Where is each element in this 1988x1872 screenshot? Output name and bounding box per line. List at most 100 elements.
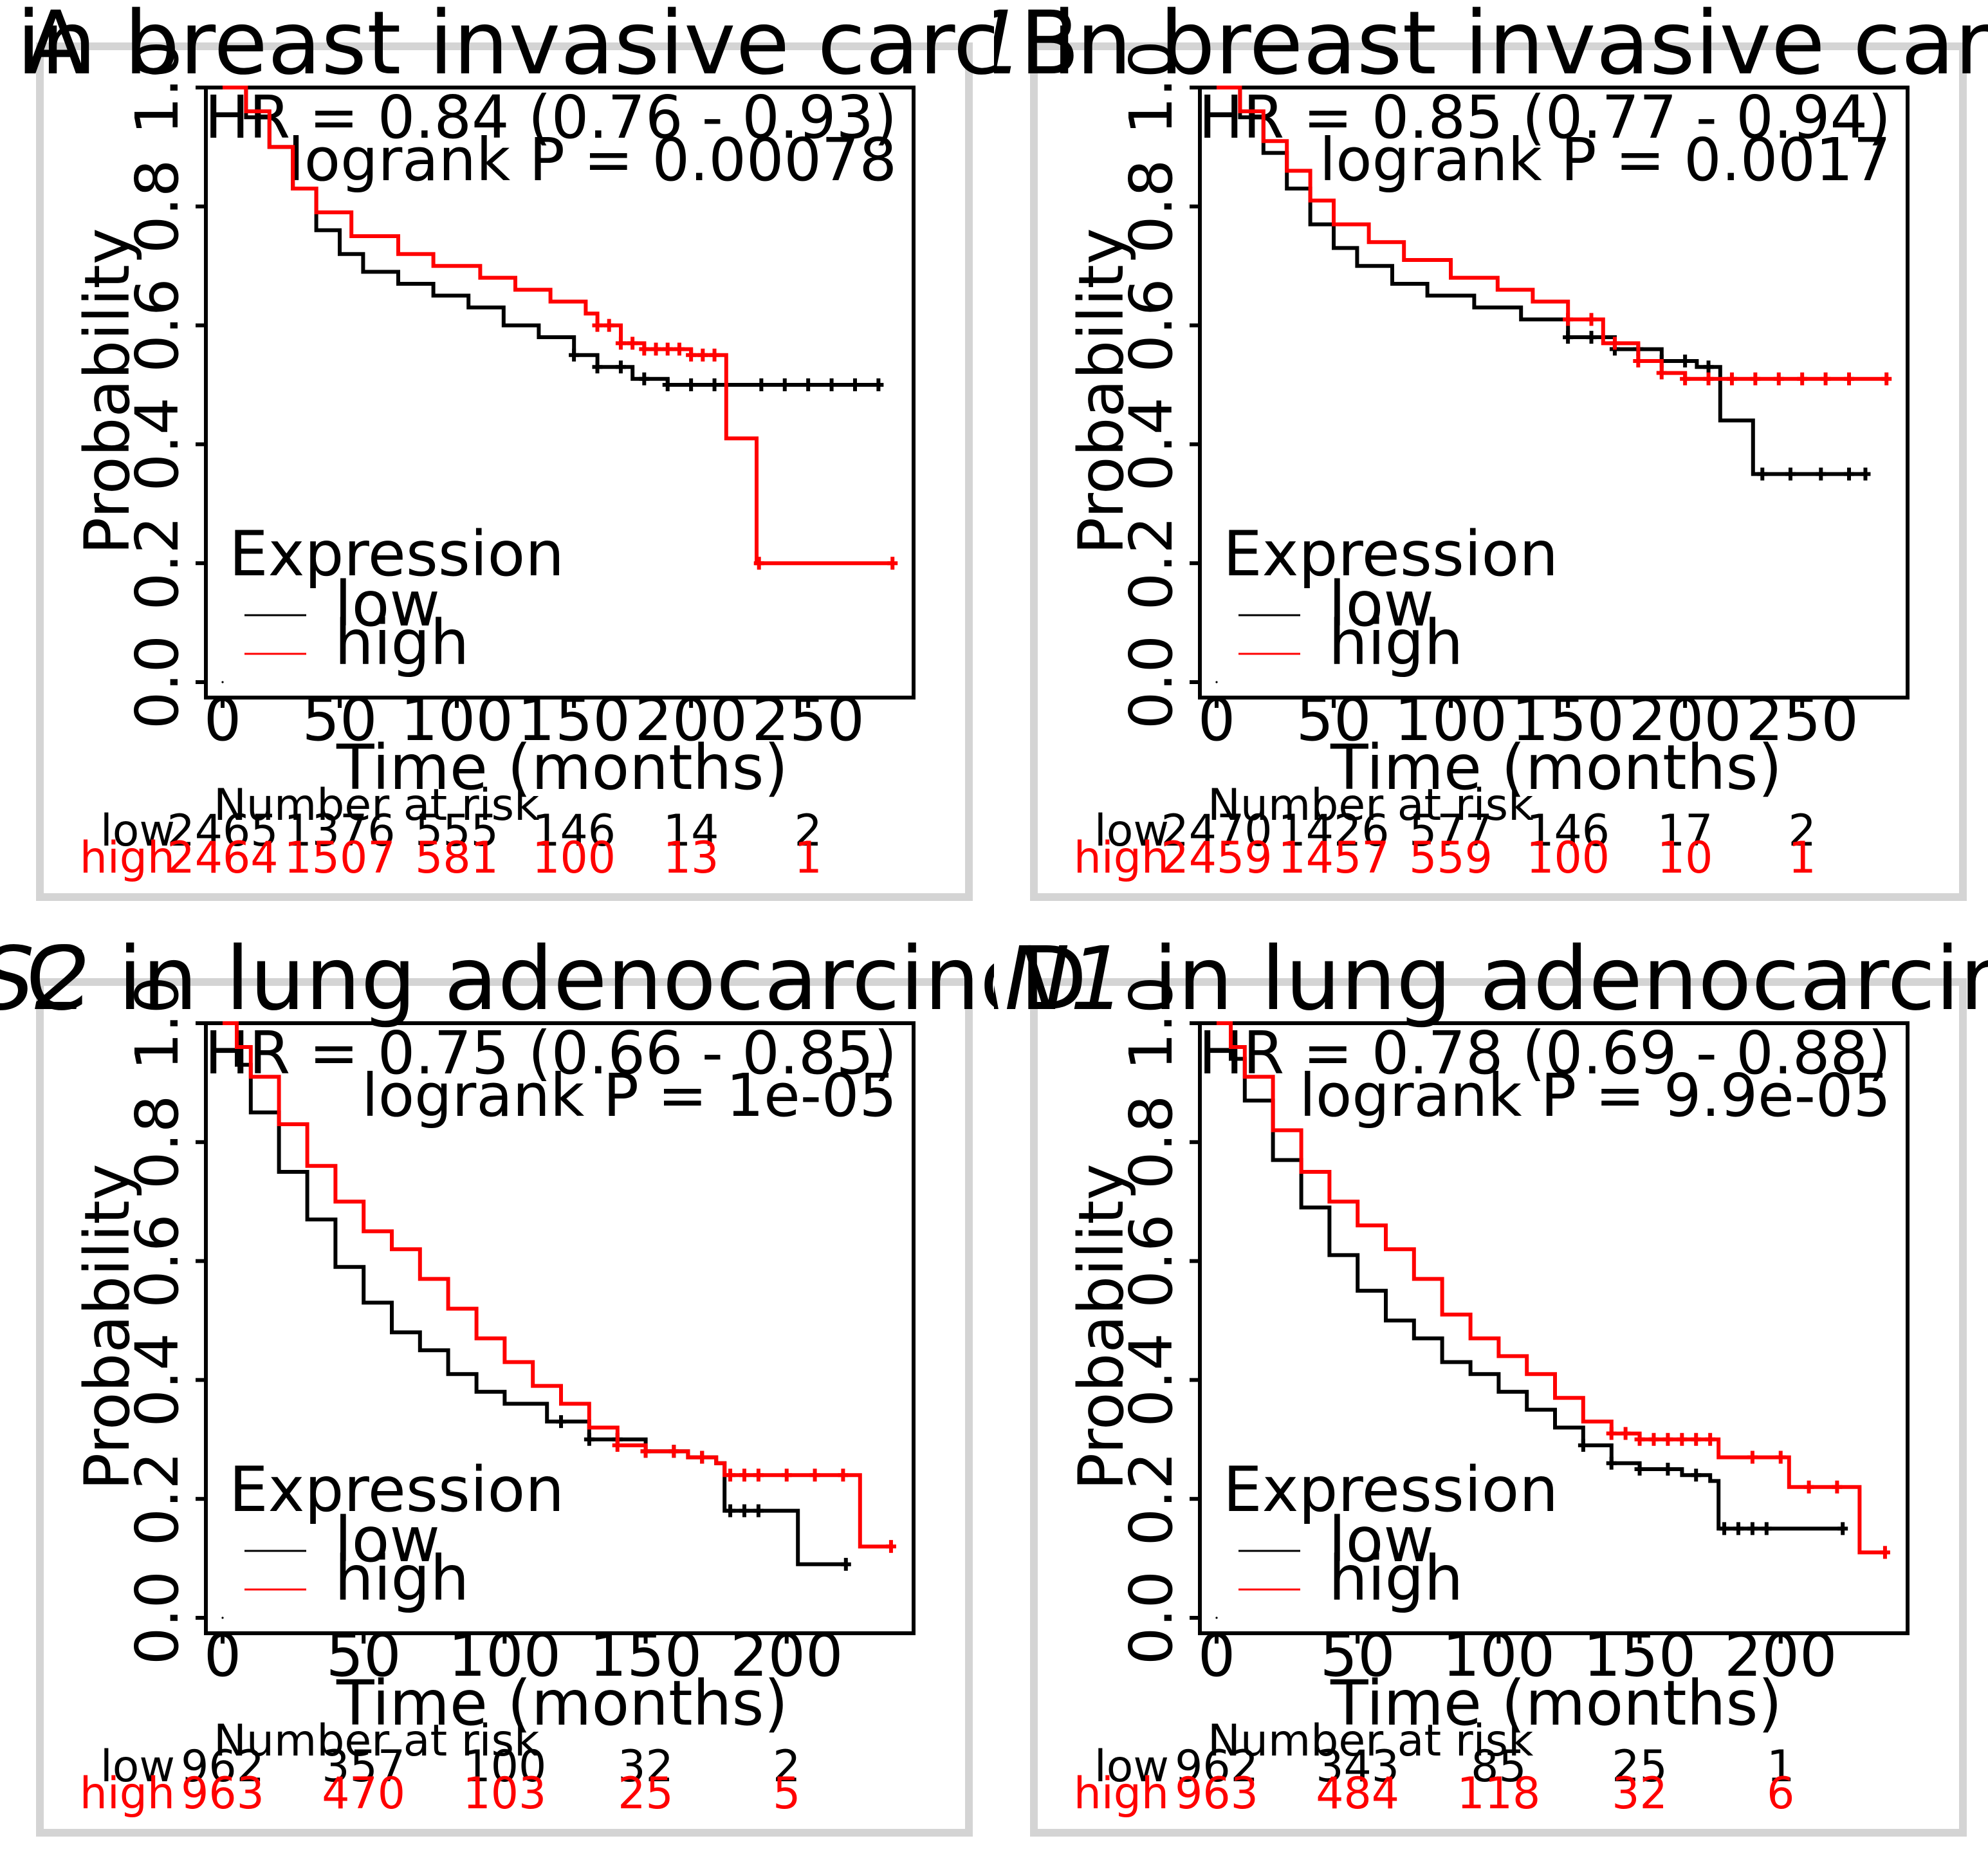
title-gene: ETS2 — [0, 936, 90, 1030]
logrank-p-text: logrank P = 0.00078 — [288, 125, 897, 194]
censor-mark-high — [725, 1469, 736, 1482]
logrank-p-text: logrank P = 0.0017 — [1320, 125, 1891, 194]
y-tick-label: 0.4 — [123, 397, 192, 491]
censor-mark-high — [753, 1469, 764, 1482]
hazard-ratio-text: HR = 0.85 (0.77 - 0.94) — [1199, 83, 1891, 152]
title-rest: in lung adenocarcinoma — [90, 936, 994, 1030]
risk-count-low: 85 — [1471, 1741, 1527, 1792]
censor-mark-low — [826, 378, 837, 391]
censor-mark-low — [569, 348, 580, 362]
y-tick-label: 0.6 — [1117, 1214, 1186, 1308]
censor-mark-low — [725, 1504, 736, 1517]
censor-mark-high — [1803, 1480, 1814, 1494]
hazard-ratio-text: HR = 0.78 (0.69 - 0.88) — [1199, 1019, 1891, 1088]
panel-title: ETS2 in lung adenocarcinoma — [0, 936, 994, 1030]
risk-count-low: 1 — [1767, 1741, 1794, 1792]
risk-count-high: 2464 — [167, 833, 278, 884]
censor-mark-high — [1773, 372, 1784, 385]
panel-letter: A — [26, 0, 86, 95]
censor-mark-high — [615, 337, 626, 350]
risk-count-low: 2 — [795, 806, 822, 857]
x-axis-title: Time (months) — [1330, 732, 1782, 804]
plot-frame — [36, 42, 973, 901]
censor-mark-high — [1633, 355, 1644, 368]
legend-title: Expression — [229, 1454, 564, 1526]
censor-mark-low — [1662, 1463, 1673, 1476]
censor-mark-high — [1726, 372, 1737, 385]
y-tick-label: 0.6 — [123, 278, 192, 372]
risk-count-high: 100 — [532, 833, 616, 884]
risk-count-high: 470 — [322, 1768, 405, 1819]
legend-title: Expression — [229, 518, 564, 590]
censor-mark-low — [1586, 331, 1597, 344]
legend-label-low: low — [1329, 1504, 1434, 1576]
censor-mark-high — [1648, 1432, 1659, 1446]
x-tick-label: 50 — [1296, 685, 1371, 754]
x-tick-label: 50 — [326, 1621, 401, 1690]
y-tick-label: 0.0 — [1117, 1571, 1186, 1665]
censor-mark-high — [838, 1469, 849, 1482]
censor-mark-high — [1606, 1427, 1617, 1440]
censor-mark-high — [686, 348, 697, 362]
censor-mark-high — [1879, 1546, 1890, 1559]
risk-row-label-low: low — [1094, 806, 1169, 857]
x-tick-label: 50 — [1320, 1621, 1395, 1690]
x-tick-label: 100 — [1442, 1621, 1556, 1690]
panel-title: ETS2 in breast invasive carcinoma — [0, 0, 994, 95]
censor-mark-low — [662, 378, 673, 391]
x-tick-label: 250 — [1745, 685, 1859, 754]
km-chart-group: AETS2 in breast invasive carcinoma 0.0 0.2… — [0, 0, 994, 901]
censor-mark-low — [592, 360, 603, 374]
x-tick-label: 150 — [589, 1621, 703, 1690]
x-tick-label: 200 — [730, 1621, 843, 1690]
risk-row-label-low: low — [100, 806, 175, 857]
risk-count-high: 581 — [415, 833, 499, 884]
y-tick-label: 0.8 — [1117, 1095, 1186, 1189]
censor-mark-high — [1656, 366, 1667, 380]
plot-frame — [1030, 978, 1967, 1837]
y-tick-label: 0.0 — [123, 1571, 192, 1665]
y-tick-label: 0.4 — [1117, 397, 1186, 491]
censor-mark-low — [584, 1432, 594, 1446]
x-tick-label: 250 — [751, 685, 865, 754]
censor-mark-low — [556, 1415, 567, 1429]
risk-count-low: 25 — [1612, 1741, 1668, 1792]
plot-frame — [36, 978, 973, 1837]
km-chart-group: CETS2 in lung adenocarcinoma 0.0 0.2 0.4 0.6… — [0, 936, 994, 1837]
censor-mark-high — [697, 1450, 708, 1464]
risk-row-label-low: low — [1094, 1741, 1169, 1792]
censor-mark-low — [1691, 1469, 1702, 1482]
km-panel-c: CETS2 in lung adenocarcinoma 0.0 0.2 0.4 0.6… — [0, 936, 994, 1871]
y-tick-label: 1.0 — [123, 976, 192, 1070]
panel-title: RCAN1 in lung adenocarcinoma — [994, 936, 1988, 1030]
title-rest: in lung adenocarcinoma — [1126, 936, 1988, 1030]
risk-count-high: 13 — [663, 833, 719, 884]
risk-count-high: 559 — [1409, 833, 1493, 884]
risk-count-low: 962 — [1175, 1741, 1258, 1792]
x-tick-label: 0 — [204, 1621, 242, 1690]
risk-count-high: 963 — [181, 1768, 264, 1819]
censor-mark-low — [1837, 1522, 1848, 1535]
x-tick-label: 200 — [1724, 1621, 1837, 1690]
censor-mark-high — [887, 557, 898, 570]
censor-mark-low — [709, 378, 720, 391]
censor-mark-high — [1609, 337, 1620, 350]
x-tick-label: 0 — [1198, 685, 1236, 754]
risk-count-high: 1507 — [284, 833, 396, 884]
y-axis-title: Probability — [71, 1163, 143, 1490]
km-chart-svg: AETS2 in breast invasive carcinoma 0.0 0.2… — [0, 0, 994, 901]
censor-mark-low — [739, 1504, 750, 1517]
censor-mark-low — [1816, 467, 1827, 481]
censor-mark-low — [803, 378, 814, 391]
title-rest: in breast invasive carcinoma — [0, 0, 994, 95]
panel-title: RCAN1 in breast invasive carcinoma — [994, 0, 1988, 95]
censor-mark-low — [1747, 1522, 1758, 1535]
censor-mark-high — [1705, 1432, 1716, 1446]
x-tick-label: 0 — [1198, 1621, 1236, 1690]
risk-count-high: 2459 — [1161, 833, 1272, 884]
censor-mark-high — [1691, 1432, 1702, 1446]
x-tick-label: 100 — [448, 1621, 562, 1690]
risk-table-header: Number at risk — [214, 780, 540, 831]
y-axis-title: Probability — [1065, 1163, 1137, 1490]
km-panel-d: DRCAN1 in lung adenocarcinoma 0.0 0.2 0.4 0.… — [994, 936, 1988, 1871]
